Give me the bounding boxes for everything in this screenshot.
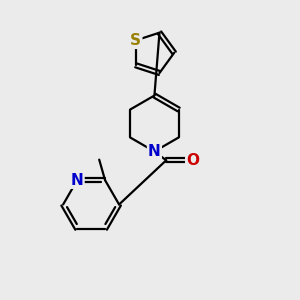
- Text: S: S: [130, 33, 141, 48]
- Text: N: N: [148, 144, 161, 159]
- Text: N: N: [71, 173, 83, 188]
- Text: O: O: [186, 153, 199, 168]
